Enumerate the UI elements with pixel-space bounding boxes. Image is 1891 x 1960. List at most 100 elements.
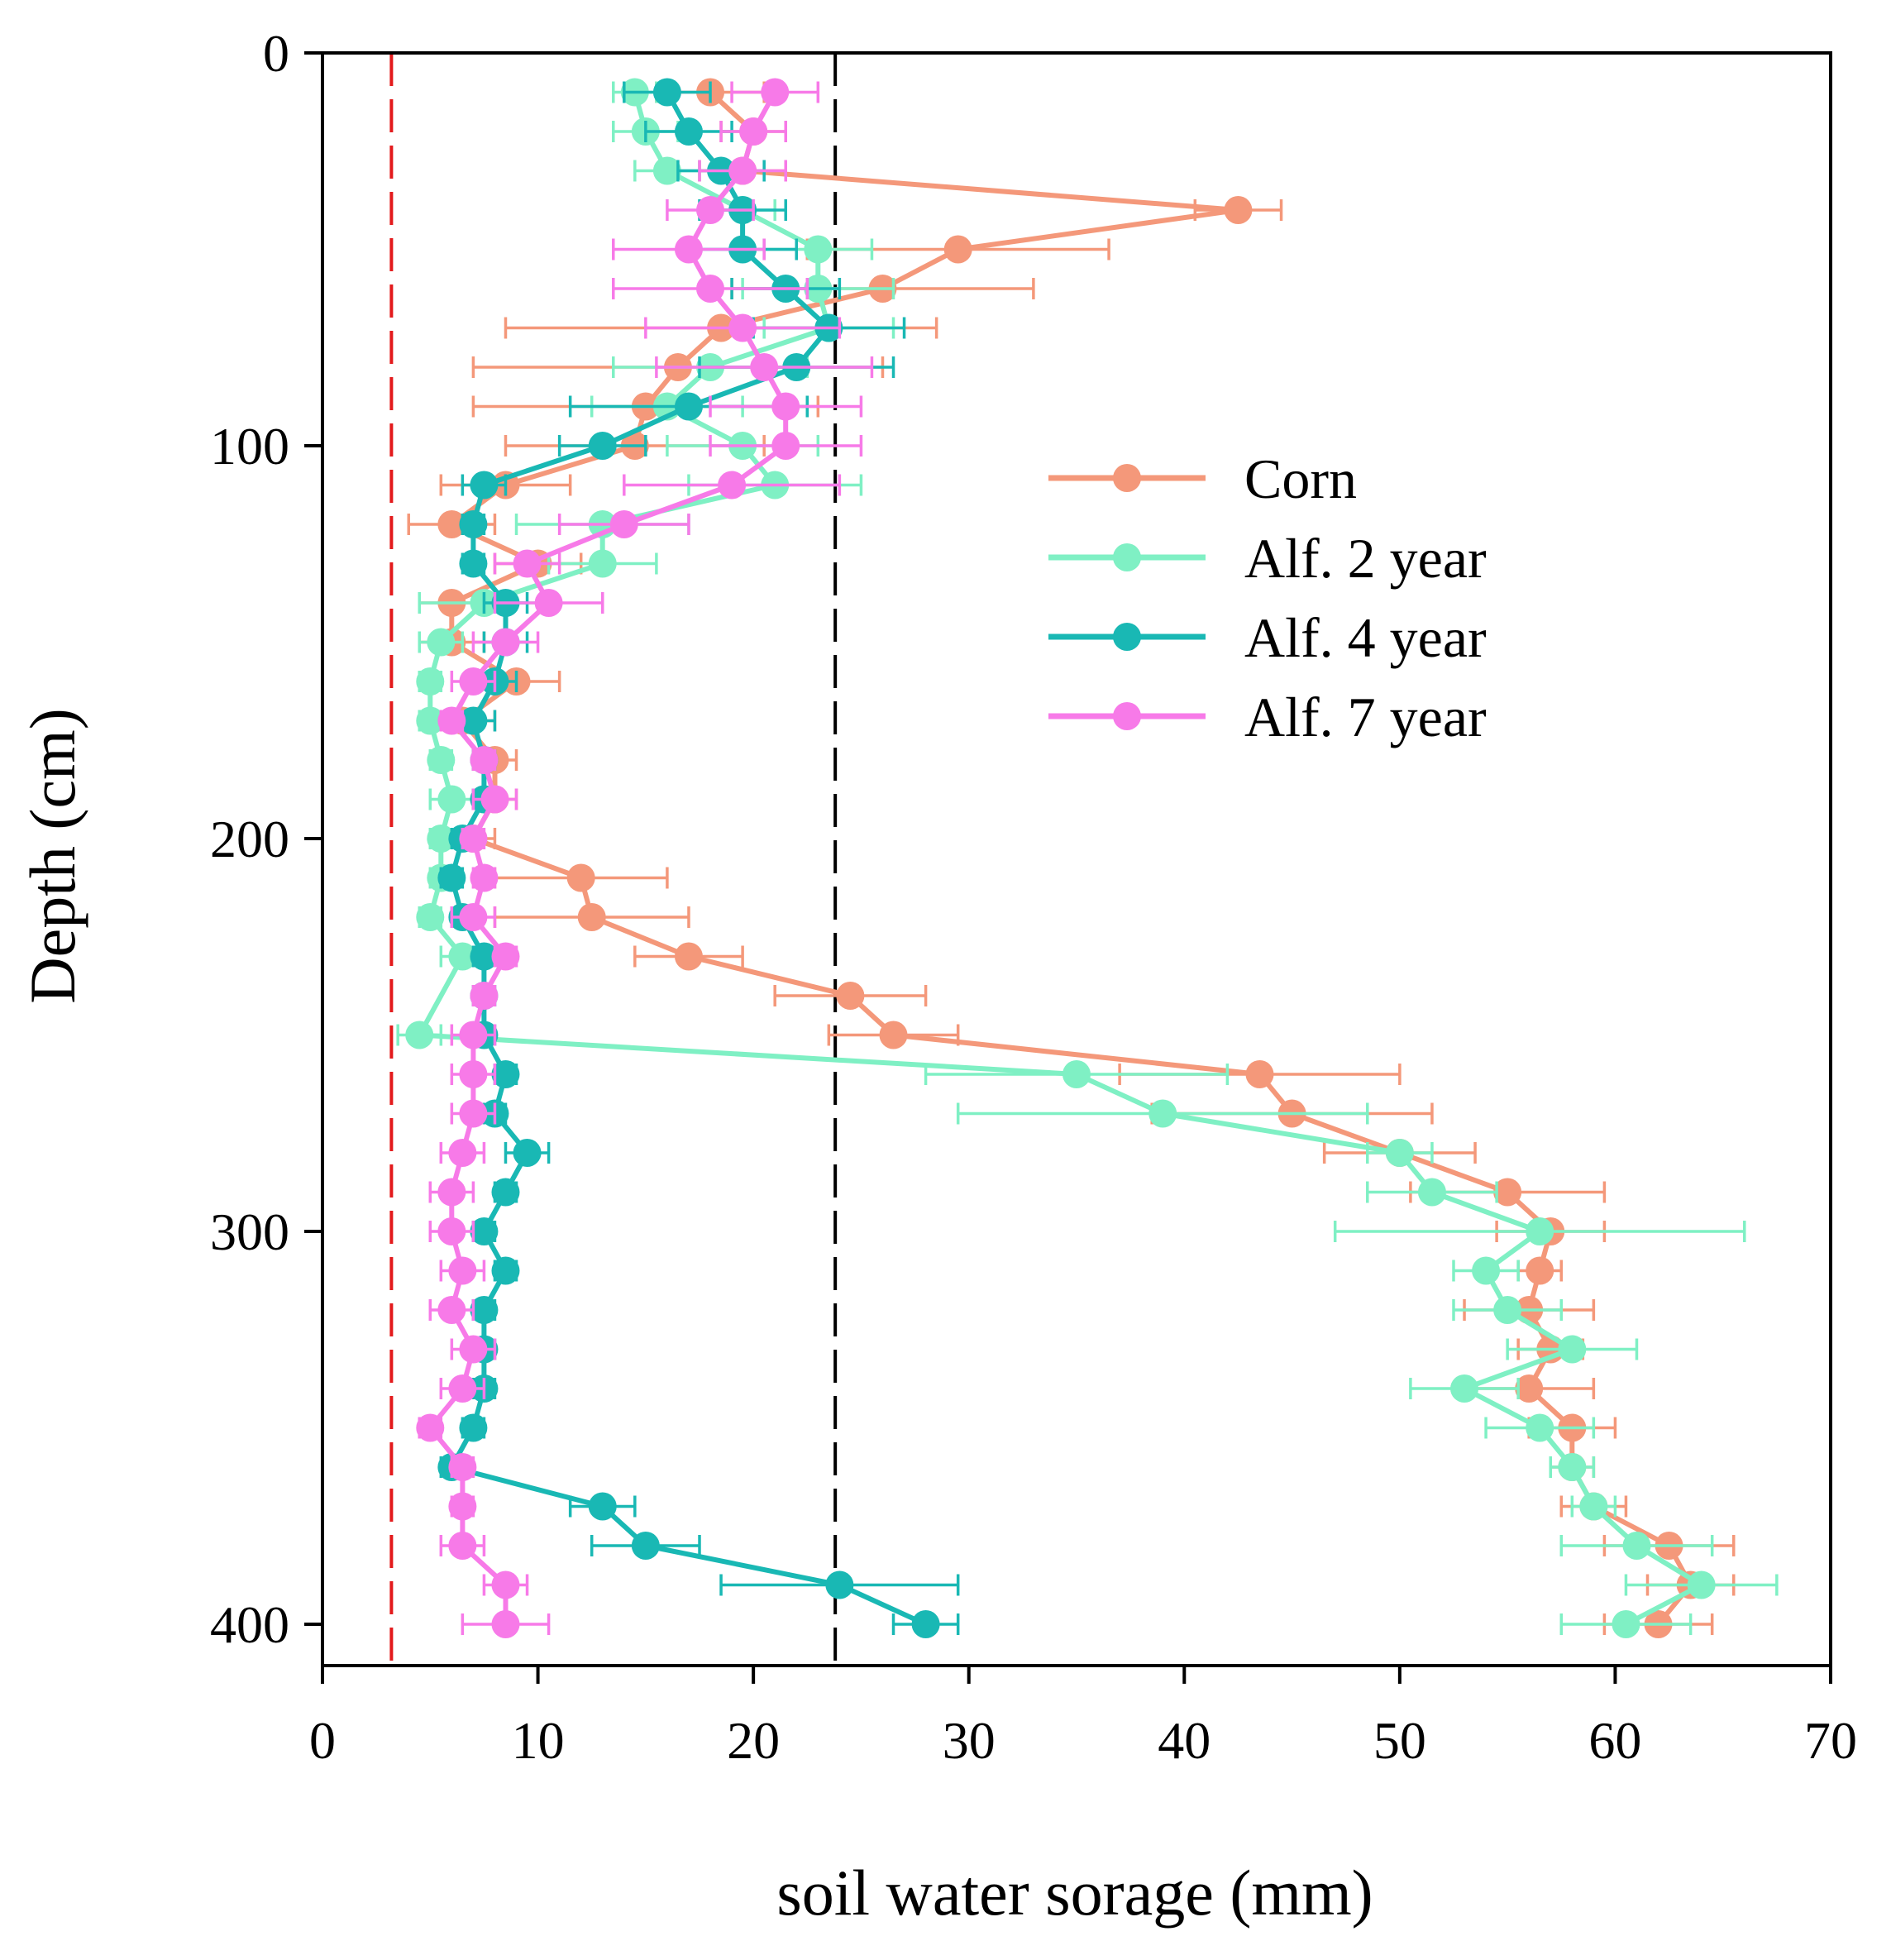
data-point [448,1256,477,1285]
data-point [491,942,520,971]
data-point [566,863,595,892]
legend-marker [1113,543,1141,571]
data-point [534,589,563,617]
data-point [437,1217,466,1245]
data-point [609,510,638,538]
data-point [459,549,488,578]
legend-marker [1113,464,1141,492]
data-point [427,628,456,657]
data-point [836,982,865,1010]
data-point [1515,1374,1544,1403]
data-point [470,471,499,500]
data-point [1493,1178,1522,1207]
data-point [771,432,800,460]
data-point [577,903,606,931]
data-point [416,706,445,735]
data-point [416,903,445,931]
data-point [470,942,499,971]
data-point [696,275,725,303]
data-point [470,982,499,1010]
data-point [739,117,768,146]
data-point [804,235,833,264]
data-point [674,117,703,146]
legend-label: Corn [1244,447,1357,510]
data-point [416,667,445,696]
series-alf-7-year [416,78,874,1638]
data-point [491,1060,520,1088]
data-point [1526,1217,1554,1245]
legend-entry: Corn [1048,447,1357,510]
data-point [1472,1256,1501,1285]
data-point [448,1492,477,1521]
series-line [449,89,1693,1627]
data-point [491,1570,520,1599]
data-point [416,1413,445,1442]
y-tick-label: 0 [263,24,289,83]
data-point [718,471,747,500]
x-tick-label: 70 [1804,1711,1857,1770]
x-tick-label: 0 [309,1711,336,1770]
data-point [459,1099,488,1128]
data-point [405,1021,434,1049]
y-tick-label: 200 [210,810,289,868]
data-point [652,156,681,185]
data-point [728,313,757,342]
data-point [1450,1374,1479,1403]
legend-entry: Alf. 4 year [1048,606,1487,669]
x-tick-label: 20 [727,1711,780,1770]
data-point [750,353,779,381]
data-point [1687,1570,1716,1599]
data-point [1612,1610,1640,1638]
data-point [771,392,800,421]
x-axis-title: soil water sorage (mm) [776,1857,1373,1929]
legend-entry: Alf. 2 year [1048,527,1487,590]
data-point [588,432,617,460]
data-point [761,78,790,107]
data-point [1062,1060,1091,1088]
data-point [674,942,703,971]
x-tick-label: 60 [1588,1711,1641,1770]
data-point [491,628,520,657]
data-point [652,78,681,107]
data-point [459,510,488,538]
data-point [491,1178,520,1207]
data-point [459,825,488,853]
axes-layer: 0 10 20 30 40 50 60 70 0 100 200 300 400 [210,24,1857,1770]
data-point [491,1256,520,1285]
data-point [1245,1060,1274,1088]
data-point [491,1610,520,1638]
data-point [437,1178,466,1207]
data-point [437,1296,466,1324]
data-point [448,942,477,971]
data-point [437,785,466,814]
x-tick-label: 50 [1373,1711,1426,1770]
data-point [1558,1335,1587,1364]
data-point [459,1413,488,1442]
data-point [459,667,488,696]
data-point [448,1374,477,1403]
legend-label: Alf. 2 year [1244,527,1487,590]
y-tick-label: 400 [210,1595,289,1654]
data-point [1622,1532,1651,1560]
plot-frame [321,51,1832,1667]
data-point [513,1139,542,1167]
data-point [448,1532,477,1560]
reference-lines-layer [389,53,838,1666]
y-tick-label: 300 [210,1202,289,1261]
legend: Corn Alf. 2 year Alf. 4 year Alf. 7 year [1048,447,1487,748]
series-alf-2-year [396,78,1779,1638]
data-point [1385,1139,1414,1167]
data-point [480,785,509,814]
data-point [879,1021,908,1049]
data-point [459,1021,488,1049]
data-point [437,706,466,735]
series-line [427,89,789,1627]
data-point [588,1492,617,1521]
data-point [1558,1453,1587,1481]
data-point [1148,1099,1177,1128]
x-tick-label: 10 [512,1711,565,1770]
legend-entry: Alf. 7 year [1048,686,1487,748]
y-tick-label: 100 [210,417,289,476]
legend-label: Alf. 7 year [1244,686,1487,748]
